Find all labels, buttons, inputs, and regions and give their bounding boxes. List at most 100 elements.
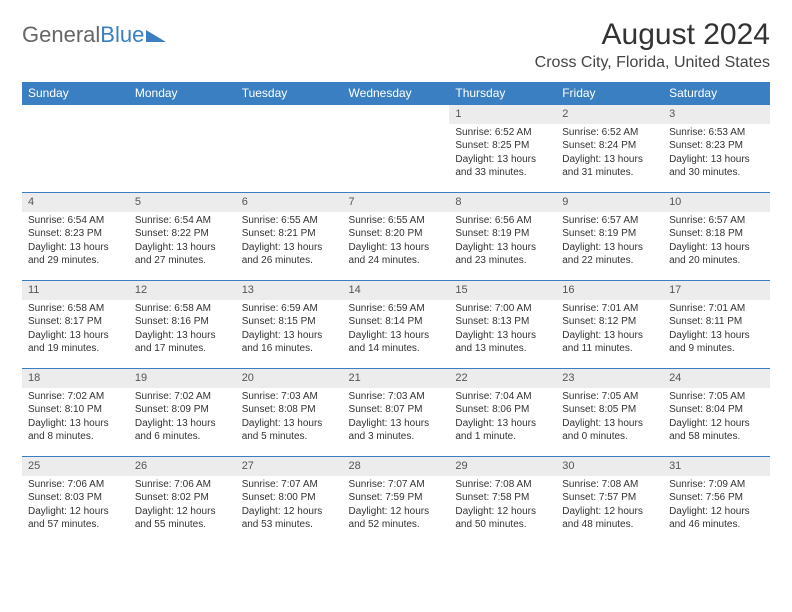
daylight-text: Daylight: 13 hours and 24 minutes. — [349, 241, 444, 268]
day-body: Sunrise: 6:57 AMSunset: 8:19 PMDaylight:… — [556, 212, 663, 272]
calendar-day: 25Sunrise: 7:06 AMSunset: 8:03 PMDayligh… — [22, 457, 129, 545]
day-body: Sunrise: 6:57 AMSunset: 8:18 PMDaylight:… — [663, 212, 770, 272]
sunset-text: Sunset: 8:17 PM — [28, 315, 123, 329]
sunset-text: Sunset: 7:57 PM — [562, 491, 657, 505]
day-number: 6 — [236, 193, 343, 212]
daylight-text: Daylight: 13 hours and 11 minutes. — [562, 329, 657, 356]
weekday-header: Tuesday — [236, 82, 343, 105]
calendar-day: 8Sunrise: 6:56 AMSunset: 8:19 PMDaylight… — [449, 193, 556, 281]
calendar-day: 1Sunrise: 6:52 AMSunset: 8:25 PMDaylight… — [449, 105, 556, 193]
sunrise-text: Sunrise: 6:58 AM — [135, 302, 230, 316]
sunset-text: Sunset: 8:07 PM — [349, 403, 444, 417]
location: Cross City, Florida, United States — [535, 54, 770, 72]
day-number: 15 — [449, 281, 556, 300]
daylight-text: Daylight: 13 hours and 0 minutes. — [562, 417, 657, 444]
day-body: Sunrise: 7:05 AMSunset: 8:05 PMDaylight:… — [556, 388, 663, 448]
sunset-text: Sunset: 8:02 PM — [135, 491, 230, 505]
calendar-day: 26Sunrise: 7:06 AMSunset: 8:02 PMDayligh… — [129, 457, 236, 545]
logo-text-2: Blue — [100, 22, 144, 48]
sunset-text: Sunset: 8:04 PM — [669, 403, 764, 417]
day-body: Sunrise: 7:08 AMSunset: 7:57 PMDaylight:… — [556, 476, 663, 536]
sunrise-text: Sunrise: 7:01 AM — [562, 302, 657, 316]
calendar-day: 5Sunrise: 6:54 AMSunset: 8:22 PMDaylight… — [129, 193, 236, 281]
sunrise-text: Sunrise: 7:02 AM — [135, 390, 230, 404]
header: GeneralBlue August 2024 Cross City, Flor… — [22, 18, 770, 72]
day-body: Sunrise: 7:09 AMSunset: 7:56 PMDaylight:… — [663, 476, 770, 536]
weekday-header: Friday — [556, 82, 663, 105]
calendar-day: 24Sunrise: 7:05 AMSunset: 8:04 PMDayligh… — [663, 369, 770, 457]
daylight-text: Daylight: 13 hours and 8 minutes. — [28, 417, 123, 444]
daylight-text: Daylight: 12 hours and 50 minutes. — [455, 505, 550, 532]
calendar-day: 9Sunrise: 6:57 AMSunset: 8:19 PMDaylight… — [556, 193, 663, 281]
calendar-day: 14Sunrise: 6:59 AMSunset: 8:14 PMDayligh… — [343, 281, 450, 369]
title-block: August 2024 Cross City, Florida, United … — [535, 18, 770, 72]
sunset-text: Sunset: 8:13 PM — [455, 315, 550, 329]
day-body: Sunrise: 6:54 AMSunset: 8:23 PMDaylight:… — [22, 212, 129, 272]
day-body: Sunrise: 6:59 AMSunset: 8:14 PMDaylight:… — [343, 300, 450, 360]
day-body: Sunrise: 7:01 AMSunset: 8:11 PMDaylight:… — [663, 300, 770, 360]
calendar-day: 15Sunrise: 7:00 AMSunset: 8:13 PMDayligh… — [449, 281, 556, 369]
daylight-text: Daylight: 13 hours and 1 minute. — [455, 417, 550, 444]
daylight-text: Daylight: 13 hours and 5 minutes. — [242, 417, 337, 444]
day-number — [236, 105, 343, 124]
calendar-day: 16Sunrise: 7:01 AMSunset: 8:12 PMDayligh… — [556, 281, 663, 369]
sunrise-text: Sunrise: 7:05 AM — [562, 390, 657, 404]
sunset-text: Sunset: 8:23 PM — [669, 139, 764, 153]
calendar-week: 4Sunrise: 6:54 AMSunset: 8:23 PMDaylight… — [22, 193, 770, 281]
daylight-text: Daylight: 12 hours and 48 minutes. — [562, 505, 657, 532]
page-title: August 2024 — [535, 18, 770, 52]
day-body: Sunrise: 6:59 AMSunset: 8:15 PMDaylight:… — [236, 300, 343, 360]
sunrise-text: Sunrise: 7:06 AM — [135, 478, 230, 492]
day-number: 31 — [663, 457, 770, 476]
day-body: Sunrise: 6:54 AMSunset: 8:22 PMDaylight:… — [129, 212, 236, 272]
calendar-day: 12Sunrise: 6:58 AMSunset: 8:16 PMDayligh… — [129, 281, 236, 369]
day-number: 29 — [449, 457, 556, 476]
day-number: 21 — [343, 369, 450, 388]
sunset-text: Sunset: 8:16 PM — [135, 315, 230, 329]
sunrise-text: Sunrise: 7:09 AM — [669, 478, 764, 492]
day-number: 17 — [663, 281, 770, 300]
calendar-body: 1Sunrise: 6:52 AMSunset: 8:25 PMDaylight… — [22, 105, 770, 545]
weekday-header: Saturday — [663, 82, 770, 105]
day-number: 27 — [236, 457, 343, 476]
sunrise-text: Sunrise: 6:55 AM — [242, 214, 337, 228]
day-body: Sunrise: 6:58 AMSunset: 8:16 PMDaylight:… — [129, 300, 236, 360]
sunrise-text: Sunrise: 7:05 AM — [669, 390, 764, 404]
daylight-text: Daylight: 13 hours and 29 minutes. — [28, 241, 123, 268]
calendar-day: 19Sunrise: 7:02 AMSunset: 8:09 PMDayligh… — [129, 369, 236, 457]
daylight-text: Daylight: 13 hours and 19 minutes. — [28, 329, 123, 356]
calendar-day — [129, 105, 236, 193]
daylight-text: Daylight: 13 hours and 3 minutes. — [349, 417, 444, 444]
calendar-day: 4Sunrise: 6:54 AMSunset: 8:23 PMDaylight… — [22, 193, 129, 281]
day-body: Sunrise: 6:52 AMSunset: 8:24 PMDaylight:… — [556, 124, 663, 184]
sunrise-text: Sunrise: 7:08 AM — [562, 478, 657, 492]
day-body: Sunrise: 7:00 AMSunset: 8:13 PMDaylight:… — [449, 300, 556, 360]
sunset-text: Sunset: 7:58 PM — [455, 491, 550, 505]
day-body: Sunrise: 6:53 AMSunset: 8:23 PMDaylight:… — [663, 124, 770, 184]
daylight-text: Daylight: 13 hours and 31 minutes. — [562, 153, 657, 180]
sunset-text: Sunset: 8:06 PM — [455, 403, 550, 417]
day-number: 5 — [129, 193, 236, 212]
calendar-day — [343, 105, 450, 193]
sunset-text: Sunset: 8:11 PM — [669, 315, 764, 329]
sunrise-text: Sunrise: 7:03 AM — [242, 390, 337, 404]
day-body: Sunrise: 7:03 AMSunset: 8:07 PMDaylight:… — [343, 388, 450, 448]
daylight-text: Daylight: 13 hours and 14 minutes. — [349, 329, 444, 356]
day-number — [129, 105, 236, 124]
calendar-day: 17Sunrise: 7:01 AMSunset: 8:11 PMDayligh… — [663, 281, 770, 369]
weekday-header: Wednesday — [343, 82, 450, 105]
day-body: Sunrise: 7:03 AMSunset: 8:08 PMDaylight:… — [236, 388, 343, 448]
day-number — [343, 105, 450, 124]
calendar-day — [236, 105, 343, 193]
daylight-text: Daylight: 12 hours and 57 minutes. — [28, 505, 123, 532]
daylight-text: Daylight: 13 hours and 27 minutes. — [135, 241, 230, 268]
weekday-header-row: SundayMondayTuesdayWednesdayThursdayFrid… — [22, 82, 770, 105]
calendar-day: 27Sunrise: 7:07 AMSunset: 8:00 PMDayligh… — [236, 457, 343, 545]
weekday-header: Thursday — [449, 82, 556, 105]
sunrise-text: Sunrise: 7:03 AM — [349, 390, 444, 404]
sunset-text: Sunset: 8:21 PM — [242, 227, 337, 241]
calendar-day: 11Sunrise: 6:58 AMSunset: 8:17 PMDayligh… — [22, 281, 129, 369]
calendar-day: 22Sunrise: 7:04 AMSunset: 8:06 PMDayligh… — [449, 369, 556, 457]
sunset-text: Sunset: 8:10 PM — [28, 403, 123, 417]
daylight-text: Daylight: 13 hours and 17 minutes. — [135, 329, 230, 356]
